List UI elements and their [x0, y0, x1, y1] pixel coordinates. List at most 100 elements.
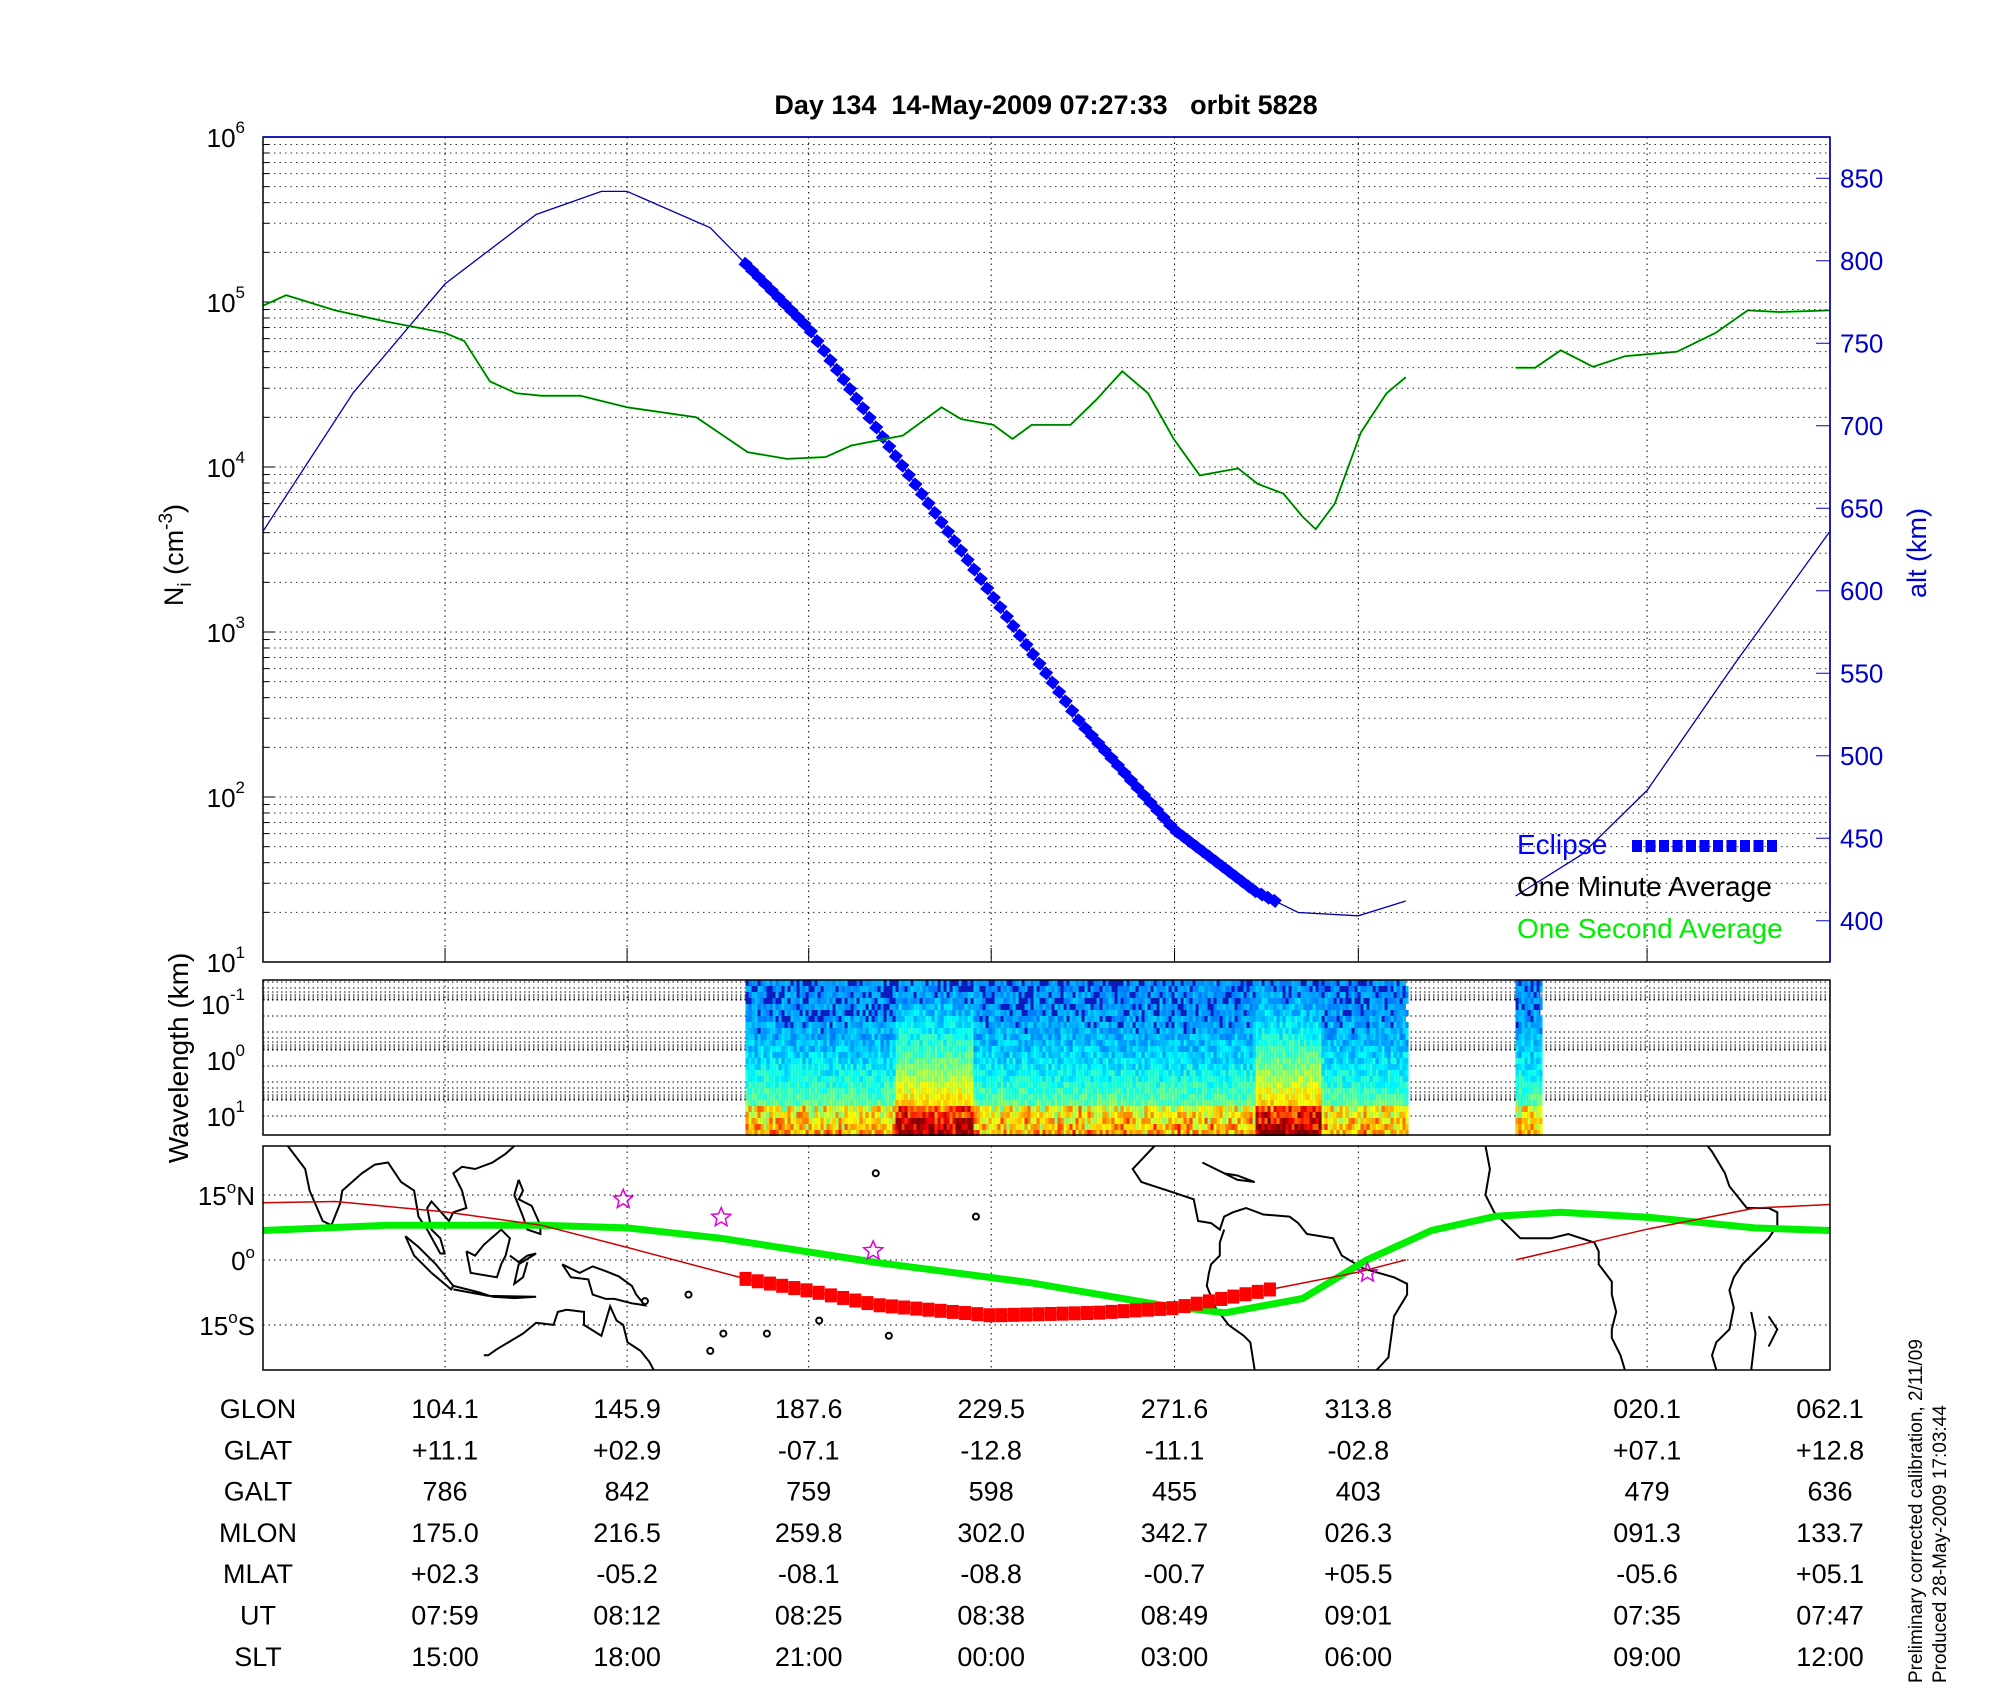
spectrogram-cell: [1027, 1034, 1031, 1040]
spectrogram-cell: [1207, 1088, 1211, 1094]
spectrogram-cell: [1000, 1022, 1004, 1028]
spectrogram-cell: [1315, 1124, 1319, 1130]
spectrogram-cell: [934, 1040, 938, 1046]
spectrogram-cell: [1288, 1028, 1292, 1034]
spectrogram-cell: [826, 1070, 830, 1076]
spectrogram-cell: [1297, 1022, 1301, 1028]
spectrogram-cell: [1285, 1124, 1289, 1130]
spectrogram-cell: [1318, 1070, 1322, 1076]
spectrogram-cell: [949, 1076, 953, 1082]
spectrogram-cell: [979, 1124, 983, 1130]
spectrogram-cell: [760, 1118, 764, 1124]
spectrogram-cell: [1135, 1124, 1139, 1130]
spectrogram-cell: [1039, 1058, 1043, 1064]
spectrogram-cell: [955, 1064, 959, 1070]
spectrogram-cell: [1264, 1010, 1268, 1016]
spectrogram-cell: [1315, 992, 1319, 998]
spectrogram-cell: [757, 1076, 761, 1082]
spectrogram-cell: [1108, 992, 1112, 998]
spectrogram-cell: [838, 1094, 842, 1100]
spectrogram-cell: [1024, 1118, 1028, 1124]
spectrogram-cell: [1066, 1070, 1070, 1076]
spectrogram-cell: [1126, 1094, 1130, 1100]
spectrogram-cell: [1237, 1076, 1241, 1082]
spectrogram-cell: [1264, 1076, 1268, 1082]
spectrogram-cell: [826, 1106, 830, 1112]
spectrogram-cell: [775, 1046, 779, 1052]
spectrogram-cell: [1255, 1040, 1259, 1046]
spectrogram-cell: [940, 1130, 944, 1136]
spectrogram-cell: [808, 1040, 812, 1046]
spectrogram-cell: [934, 1130, 938, 1136]
spectrogram-cell: [1135, 1058, 1139, 1064]
spectrogram-cell: [1213, 1076, 1217, 1082]
spectrogram-cell: [1129, 1052, 1133, 1058]
spectrogram-cell: [1306, 1022, 1310, 1028]
spectrogram-cell: [1252, 1034, 1256, 1040]
spectrogram-cell: [913, 1028, 917, 1034]
spectrogram-cell: [1051, 980, 1055, 986]
spectrogram-cell: [1165, 1112, 1169, 1118]
spectrogram-cell: [1039, 1094, 1043, 1100]
spectrogram-cell: [1216, 1004, 1220, 1010]
spectrogram-cell: [1198, 1022, 1202, 1028]
spectrogram-cell: [832, 1124, 836, 1130]
spectrogram-cell: [853, 1070, 857, 1076]
spectrogram-cell: [1252, 1130, 1256, 1136]
spectrogram-cell: [862, 1052, 866, 1058]
spectrogram-cell: [961, 1034, 965, 1040]
spectrogram-cell: [1042, 1130, 1046, 1136]
spectrogram-cell: [1090, 1088, 1094, 1094]
spectrogram-cell: [901, 1112, 905, 1118]
spectrogram-cell: [910, 1010, 914, 1016]
spectrogram-cell: [1225, 1010, 1229, 1016]
spectrogram-cell: [1108, 1028, 1112, 1034]
spectrogram-cell: [1150, 1010, 1154, 1016]
spectrogram-cell: [1177, 992, 1181, 998]
spectrogram-cell: [1021, 1106, 1025, 1112]
spectrogram-cell: [1084, 1124, 1088, 1130]
spectrogram-cell: [949, 1058, 953, 1064]
spectrogram-cell: [754, 1088, 758, 1094]
spectrogram-cell: [1321, 1052, 1325, 1058]
spectrogram-cell: [853, 1118, 857, 1124]
spectrogram-cell: [859, 1094, 863, 1100]
spectrogram-cell: [862, 998, 866, 1004]
spectrogram-cell: [934, 998, 938, 1004]
spectrogram-cell: [1261, 1052, 1265, 1058]
spectrogram-cell: [1093, 1034, 1097, 1040]
spectrogram-cell: [958, 980, 962, 986]
spectrogram-cell: [1303, 1022, 1307, 1028]
spectrogram-cell: [820, 1076, 824, 1082]
spectrogram-cell: [922, 1130, 926, 1136]
spectrogram-cell: [1159, 1082, 1163, 1088]
spectrogram-cell: [772, 986, 776, 992]
spectrogram-cell: [853, 1034, 857, 1040]
spectrogram-cell: [1222, 1070, 1226, 1076]
spectrogram-cell: [892, 1082, 896, 1088]
spectrogram-cell: [1186, 1088, 1190, 1094]
spectrogram-cell: [1231, 1118, 1235, 1124]
spectrogram-cell: [1186, 986, 1190, 992]
spectrogram-cell: [919, 1034, 923, 1040]
spectrogram-cell: [1135, 998, 1139, 1004]
spectrogram-cell: [1051, 1124, 1055, 1130]
spectrogram-cell: [1210, 980, 1214, 986]
spectrogram-cell: [1324, 1130, 1328, 1136]
spectrogram-cell: [940, 992, 944, 998]
spectrogram-cell: [1123, 1130, 1127, 1136]
spectrogram-cell: [826, 1034, 830, 1040]
spectrogram-cell: [1282, 1046, 1286, 1052]
spectrogram-cell: [892, 1130, 896, 1136]
spectrogram-cell: [766, 1070, 770, 1076]
spectrogram-cell: [1048, 1070, 1052, 1076]
spectrogram-cell: [1054, 1118, 1058, 1124]
spectrogram-cell: [997, 1004, 1001, 1010]
spectrogram-cell: [1090, 1112, 1094, 1118]
spectrogram-cell: [832, 1058, 836, 1064]
spectrogram-cell: [1228, 998, 1232, 1004]
spectrogram-cell: [1075, 1082, 1079, 1088]
spectrogram-cell: [1018, 1022, 1022, 1028]
spectrogram-cell: [1291, 1046, 1295, 1052]
spectrogram-cell: [1201, 1076, 1205, 1082]
